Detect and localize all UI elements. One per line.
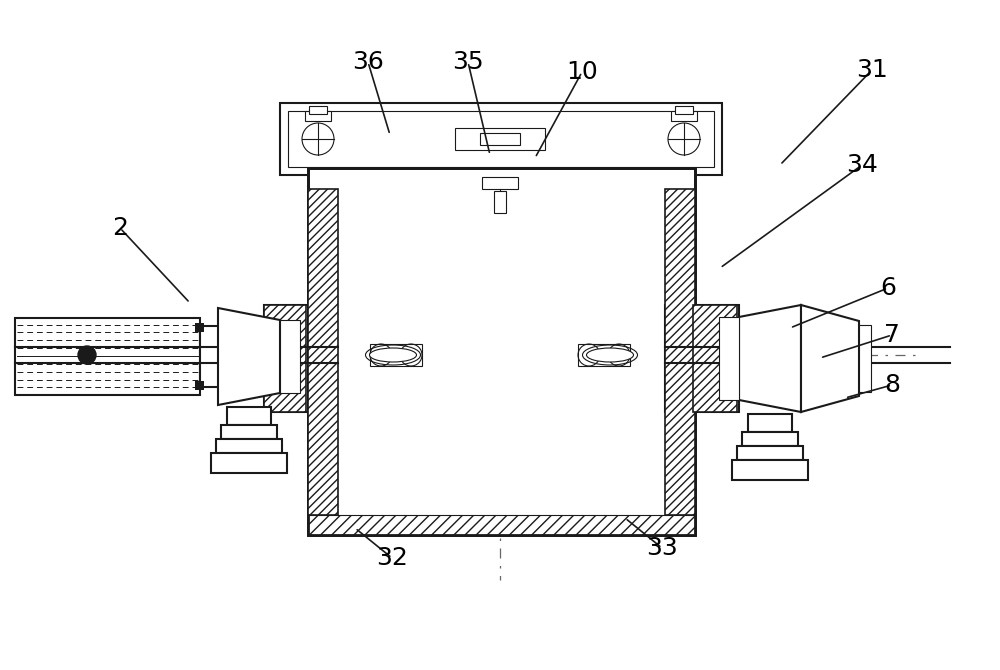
- Text: 8: 8: [884, 373, 900, 397]
- Text: 34: 34: [846, 153, 878, 177]
- Bar: [482, 177, 518, 189]
- Text: 31: 31: [856, 58, 888, 82]
- Bar: [455, 128, 545, 150]
- Bar: [15, 318, 200, 395]
- Bar: [742, 432, 798, 446]
- Polygon shape: [218, 308, 280, 405]
- Bar: [288, 111, 714, 167]
- Bar: [494, 191, 506, 213]
- Bar: [665, 189, 695, 515]
- Bar: [211, 453, 287, 473]
- Text: 10: 10: [566, 60, 598, 84]
- Bar: [308, 168, 695, 535]
- Bar: [308, 168, 695, 535]
- Bar: [748, 414, 792, 432]
- Bar: [309, 106, 327, 114]
- Bar: [732, 460, 808, 480]
- Bar: [693, 305, 737, 412]
- Bar: [280, 103, 722, 175]
- Bar: [308, 169, 695, 189]
- Text: 2: 2: [112, 216, 128, 240]
- Text: 35: 35: [452, 50, 484, 74]
- Bar: [227, 407, 271, 425]
- Bar: [675, 106, 693, 114]
- Bar: [859, 325, 871, 392]
- Bar: [200, 326, 220, 387]
- Bar: [280, 320, 300, 393]
- Circle shape: [78, 346, 96, 364]
- Text: 6: 6: [880, 276, 896, 300]
- Ellipse shape: [586, 348, 634, 362]
- Text: 7: 7: [884, 323, 900, 347]
- Bar: [195, 381, 204, 390]
- Bar: [578, 344, 630, 366]
- Text: 36: 36: [352, 50, 384, 74]
- Bar: [221, 425, 277, 439]
- Bar: [737, 446, 803, 460]
- Bar: [305, 111, 331, 121]
- Bar: [195, 323, 204, 332]
- Polygon shape: [801, 305, 859, 412]
- Bar: [264, 305, 336, 412]
- Bar: [308, 515, 695, 535]
- Bar: [216, 439, 282, 453]
- Bar: [671, 111, 697, 121]
- Polygon shape: [739, 305, 801, 412]
- Bar: [665, 305, 739, 412]
- Bar: [308, 189, 338, 515]
- Bar: [370, 344, 422, 366]
- Bar: [719, 317, 739, 400]
- Text: 33: 33: [646, 536, 678, 560]
- Ellipse shape: [370, 348, 417, 362]
- Bar: [264, 305, 306, 412]
- Bar: [480, 133, 520, 145]
- Text: 32: 32: [376, 546, 408, 570]
